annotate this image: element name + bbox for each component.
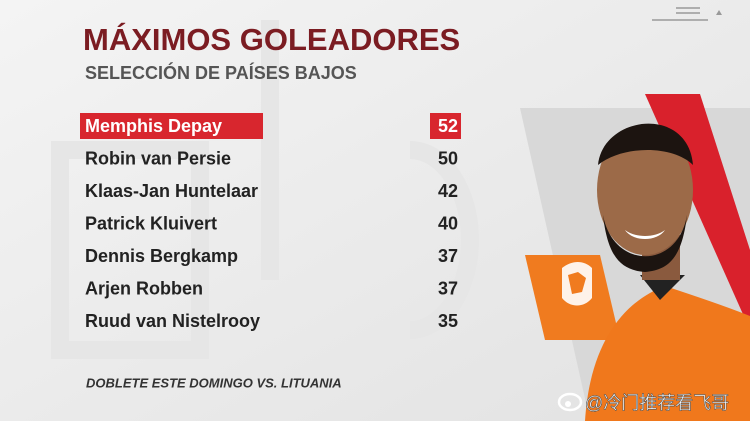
background-letters xyxy=(51,20,479,359)
highlight-name-bg xyxy=(80,113,263,139)
player-name: Arjen Robben xyxy=(85,278,203,298)
table: Memphis Depay 52 Robin van Persie 50 Klaas-J… xyxy=(80,113,461,331)
goals: 50 xyxy=(438,148,458,168)
watermark: @冷门推荐看飞哥 xyxy=(557,392,730,413)
player-name: Klaas-Jan Huntelaar xyxy=(85,181,258,201)
menu-icon xyxy=(652,7,722,21)
goals: 42 xyxy=(438,181,458,201)
player-name: Dennis Bergkamp xyxy=(85,246,238,266)
goals: 52 xyxy=(438,116,458,136)
goals: 37 xyxy=(438,278,458,298)
player-name: Memphis Depay xyxy=(85,116,222,136)
highlight-value-bg xyxy=(430,113,461,139)
player-name: Ruud van Nistelrooy xyxy=(85,311,260,331)
watermark-text: @冷门推荐看飞哥 xyxy=(585,393,729,413)
player-name: Patrick Kluivert xyxy=(85,213,217,233)
player-name: Robin van Persie xyxy=(85,148,231,168)
goals: 37 xyxy=(438,246,458,266)
goals: 40 xyxy=(438,213,458,233)
footer-note: DOBLETE ESTE DOMINGO VS. LITUANIA xyxy=(86,375,342,390)
subtitle: SELECCIÓN DE PAÍSES BAJOS xyxy=(85,62,357,83)
title: MÁXIMOS GOLEADORES xyxy=(83,22,460,57)
player-photo xyxy=(520,94,750,421)
goals: 35 xyxy=(438,311,458,331)
